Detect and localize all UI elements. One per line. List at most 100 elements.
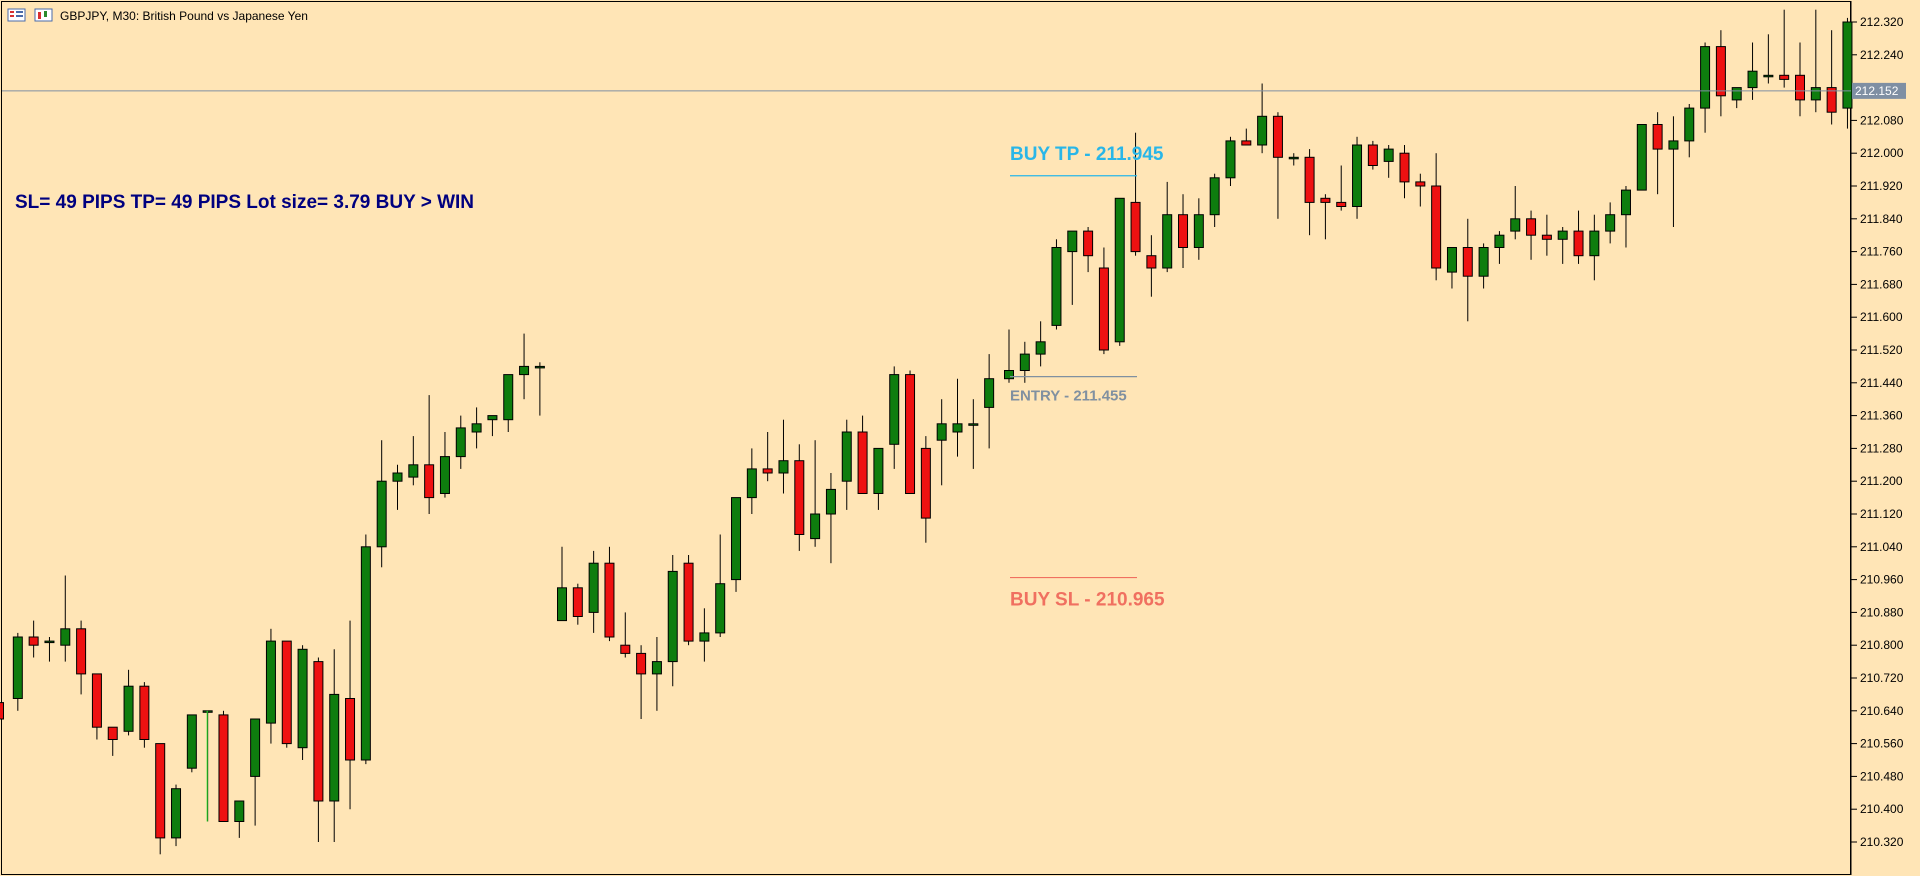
- candle: [1019, 341, 1030, 383]
- candle-body: [984, 378, 995, 408]
- candle: [1446, 247, 1457, 289]
- candle-body: [60, 628, 71, 646]
- candle: [810, 440, 821, 547]
- y-tick-label: 210.480: [1860, 769, 1904, 783]
- candle: [746, 448, 757, 514]
- candle: [503, 374, 514, 432]
- candle-body: [604, 562, 615, 638]
- y-tick-label: 211.120: [1860, 507, 1903, 521]
- candle: [604, 546, 615, 642]
- y-tick-label: 210.960: [1860, 573, 1904, 587]
- candle-body: [471, 423, 482, 433]
- candle: [636, 645, 647, 719]
- candle-body: [1272, 115, 1283, 158]
- candle-body: [1731, 87, 1742, 101]
- candle-body: [1399, 152, 1410, 183]
- candle-body: [731, 497, 742, 581]
- candle: [1320, 194, 1331, 240]
- candle-body: [1810, 87, 1821, 101]
- candle: [1700, 42, 1711, 133]
- y-tick-label: 212.320: [1860, 15, 1904, 29]
- candle: [762, 432, 773, 482]
- candle: [1352, 136, 1363, 219]
- candle-body: [503, 374, 514, 421]
- candle-body: [345, 698, 356, 761]
- candle: [1526, 210, 1537, 260]
- candle: [455, 415, 466, 469]
- candles: [0, 9, 1853, 855]
- y-tick-label: 210.640: [1860, 704, 1904, 718]
- y-tick-label: 211.600: [1860, 310, 1903, 324]
- y-tick-label: 211.760: [1860, 245, 1903, 259]
- candle: [313, 657, 324, 842]
- candle-body: [1083, 230, 1094, 257]
- candle: [588, 550, 599, 633]
- candle-body: [1352, 144, 1363, 207]
- candle-body: [186, 714, 197, 769]
- candle: [1162, 181, 1173, 273]
- candle: [1146, 235, 1157, 297]
- candle-body: [1826, 87, 1837, 113]
- candle: [1272, 112, 1283, 219]
- candle: [0, 702, 4, 720]
- candle: [519, 333, 530, 400]
- candle-body: [1652, 124, 1663, 150]
- candle-body: [1636, 124, 1647, 191]
- y-tick-label: 211.680: [1860, 277, 1903, 291]
- candle-body: [905, 374, 916, 495]
- candle: [155, 743, 166, 855]
- candle-body: [1715, 46, 1726, 97]
- candle-body: [810, 513, 821, 540]
- candle-body: [1225, 140, 1236, 179]
- candle: [1763, 34, 1774, 84]
- candle-body: [1336, 201, 1347, 207]
- candle: [376, 440, 387, 568]
- candle: [1478, 243, 1489, 289]
- candle: [1620, 186, 1631, 248]
- candle: [651, 637, 662, 711]
- y-tick-label: 211.920: [1860, 179, 1903, 193]
- candle-body: [778, 460, 789, 474]
- candle: [471, 407, 482, 449]
- candle-body: [1431, 185, 1442, 269]
- candle: [1098, 247, 1109, 355]
- candle-body: [1763, 74, 1774, 78]
- y-tick-label: 211.520: [1860, 343, 1903, 357]
- candle: [534, 362, 545, 416]
- candle: [1747, 42, 1758, 100]
- candle-body: [44, 640, 55, 644]
- candle-body: [519, 365, 530, 376]
- candle: [44, 637, 55, 662]
- candle-body: [360, 546, 371, 761]
- current-price-label: 212.152: [1855, 84, 1899, 98]
- list-icon[interactable]: [7, 8, 26, 22]
- candle-body: [329, 693, 340, 802]
- candle: [1304, 149, 1315, 236]
- y-tick-label: 211.440: [1860, 376, 1903, 390]
- candle: [1494, 231, 1505, 264]
- candle-body: [1700, 46, 1711, 109]
- candle: [968, 399, 979, 469]
- candle-body: [1019, 353, 1030, 372]
- candle: [1288, 153, 1299, 166]
- candle: [984, 354, 995, 449]
- candle: [1431, 153, 1442, 281]
- candle-body: [873, 447, 884, 494]
- candle-body: [920, 447, 931, 519]
- y-tick-label: 211.840: [1860, 212, 1903, 226]
- candle: [408, 436, 419, 486]
- candle-body: [1162, 214, 1173, 269]
- candle-body: [455, 427, 466, 458]
- chart-title: GBPJPY, M30: British Pound vs Japanese Y…: [60, 9, 308, 23]
- candle: [1589, 214, 1600, 281]
- candle-body: [28, 636, 39, 646]
- candle: [123, 669, 134, 736]
- candle: [1510, 186, 1521, 240]
- candle: [1083, 227, 1094, 273]
- chart-window-icon[interactable]: [34, 8, 53, 22]
- candle-body: [889, 374, 900, 445]
- candle-body: [1304, 156, 1315, 203]
- y-tick-label: 210.800: [1860, 638, 1904, 652]
- candle-body: [936, 423, 947, 441]
